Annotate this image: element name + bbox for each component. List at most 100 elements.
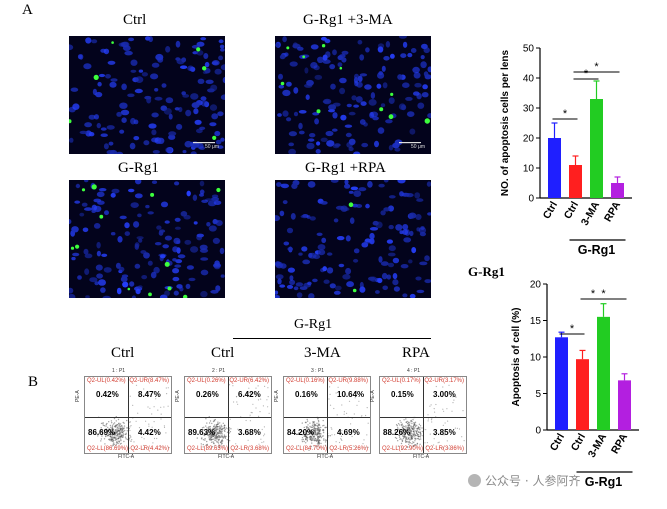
nucleus-mark: [365, 203, 370, 209]
nucleus-mark: [381, 272, 388, 280]
nucleus-mark: [288, 131, 297, 137]
event-dot: [153, 406, 155, 408]
event-dot: [108, 428, 110, 430]
event-dot: [218, 425, 221, 427]
event-dot: [331, 428, 333, 430]
nucleus-mark: [72, 252, 80, 257]
nucleus-mark: [120, 276, 128, 283]
nucleus-mark: [151, 180, 158, 184]
event-dot: [409, 425, 411, 427]
nucleus-mark: [208, 225, 217, 232]
event-dot: [202, 429, 204, 431]
event-dot: [124, 436, 127, 438]
nucleus-mark: [176, 247, 181, 254]
nucleus-mark: [77, 54, 83, 60]
event-dot: [406, 429, 409, 432]
event-dot: [250, 411, 252, 414]
event-dot: [322, 429, 325, 431]
tunel-positive-mark: [148, 292, 152, 297]
x-tick-label-2: 3-MA: [579, 199, 602, 228]
quadrant-ll-label: Q2-LL(92.90%): [382, 446, 424, 452]
nucleus-mark: [165, 97, 174, 104]
nucleus-mark: [120, 41, 129, 48]
event-dot: [129, 434, 131, 437]
event-dot: [367, 446, 369, 448]
event-dot: [200, 429, 202, 431]
nucleus-mark: [332, 112, 338, 119]
nucleus-mark: [333, 290, 341, 295]
nucleus-mark: [168, 134, 176, 140]
nucleus-mark: [282, 89, 291, 97]
tunel-positive-mark: [286, 46, 290, 50]
significance-star-0: *: [570, 323, 575, 335]
nucleus-mark: [134, 88, 143, 94]
event-dot: [311, 433, 314, 435]
nucleus-mark: [332, 128, 338, 132]
event-dot: [115, 420, 117, 422]
nucleus-mark: [392, 142, 400, 149]
nucleus-mark: [383, 56, 390, 61]
nucleus-mark: [378, 256, 383, 263]
nucleus-mark: [317, 56, 324, 63]
nucleus-mark: [388, 245, 396, 252]
event-dot: [118, 424, 121, 426]
quadrant-lr-label: Q2-LR(4.42%): [130, 446, 169, 452]
tunel-positive-mark: [379, 107, 384, 112]
nucleus-mark: [409, 293, 416, 298]
nucleus-mark: [148, 123, 157, 129]
event-dot: [315, 438, 317, 440]
nucleus-mark: [69, 219, 72, 225]
nucleus-mark: [416, 198, 424, 202]
event-dot: [310, 439, 313, 441]
event-dot: [167, 387, 169, 389]
nucleus-mark: [413, 72, 421, 79]
nucleus-mark: [334, 285, 342, 291]
event-dot: [458, 428, 461, 430]
nucleus-mark: [145, 36, 151, 41]
nucleus-mark: [211, 113, 219, 120]
nucleus-mark: [184, 239, 192, 245]
nucleus-mark: [286, 81, 292, 87]
event-dot: [399, 424, 401, 426]
event-dot: [203, 426, 205, 428]
nucleus-mark: [400, 53, 407, 58]
event-dot: [417, 431, 420, 433]
event-dot: [449, 444, 451, 447]
event-dot: [325, 439, 327, 442]
event-dot: [104, 431, 106, 434]
event-dot: [345, 393, 347, 395]
event-dot: [452, 396, 454, 398]
event-dot: [214, 439, 216, 442]
event-dot: [111, 424, 114, 426]
event-dot: [301, 434, 303, 436]
nucleus-mark: [157, 137, 165, 144]
event-dot: [341, 430, 343, 432]
event-dot: [419, 427, 421, 429]
flow-group-label: G-Rg1: [294, 317, 333, 332]
y-tick-label: 15: [530, 316, 542, 327]
event-dot: [213, 442, 215, 444]
event-dot: [301, 430, 303, 433]
quadrant-ul-label: Q2-UL(0.42%): [87, 378, 126, 384]
event-dot: [402, 437, 405, 440]
nucleus-mark: [292, 42, 298, 49]
event-dot: [204, 438, 206, 440]
tunel-positive-mark: [302, 55, 306, 59]
event-dot: [313, 436, 315, 438]
event-dot: [258, 443, 260, 445]
nucleus-mark: [402, 41, 408, 48]
event-dot: [130, 425, 132, 427]
event-dot: [259, 411, 261, 413]
tunel-positive-mark: [212, 135, 217, 140]
event-dot: [442, 386, 444, 388]
event-dot: [108, 433, 111, 435]
event-dot: [107, 435, 109, 437]
event-dot: [307, 433, 310, 435]
nucleus-mark: [98, 73, 106, 78]
nucleus-mark: [370, 92, 376, 99]
nucleus-mark: [309, 133, 316, 138]
micro-image-ctrl: 50 μm: [69, 36, 225, 154]
event-dot: [407, 438, 409, 441]
nucleus-mark: [219, 44, 225, 49]
event-dot: [112, 431, 114, 434]
